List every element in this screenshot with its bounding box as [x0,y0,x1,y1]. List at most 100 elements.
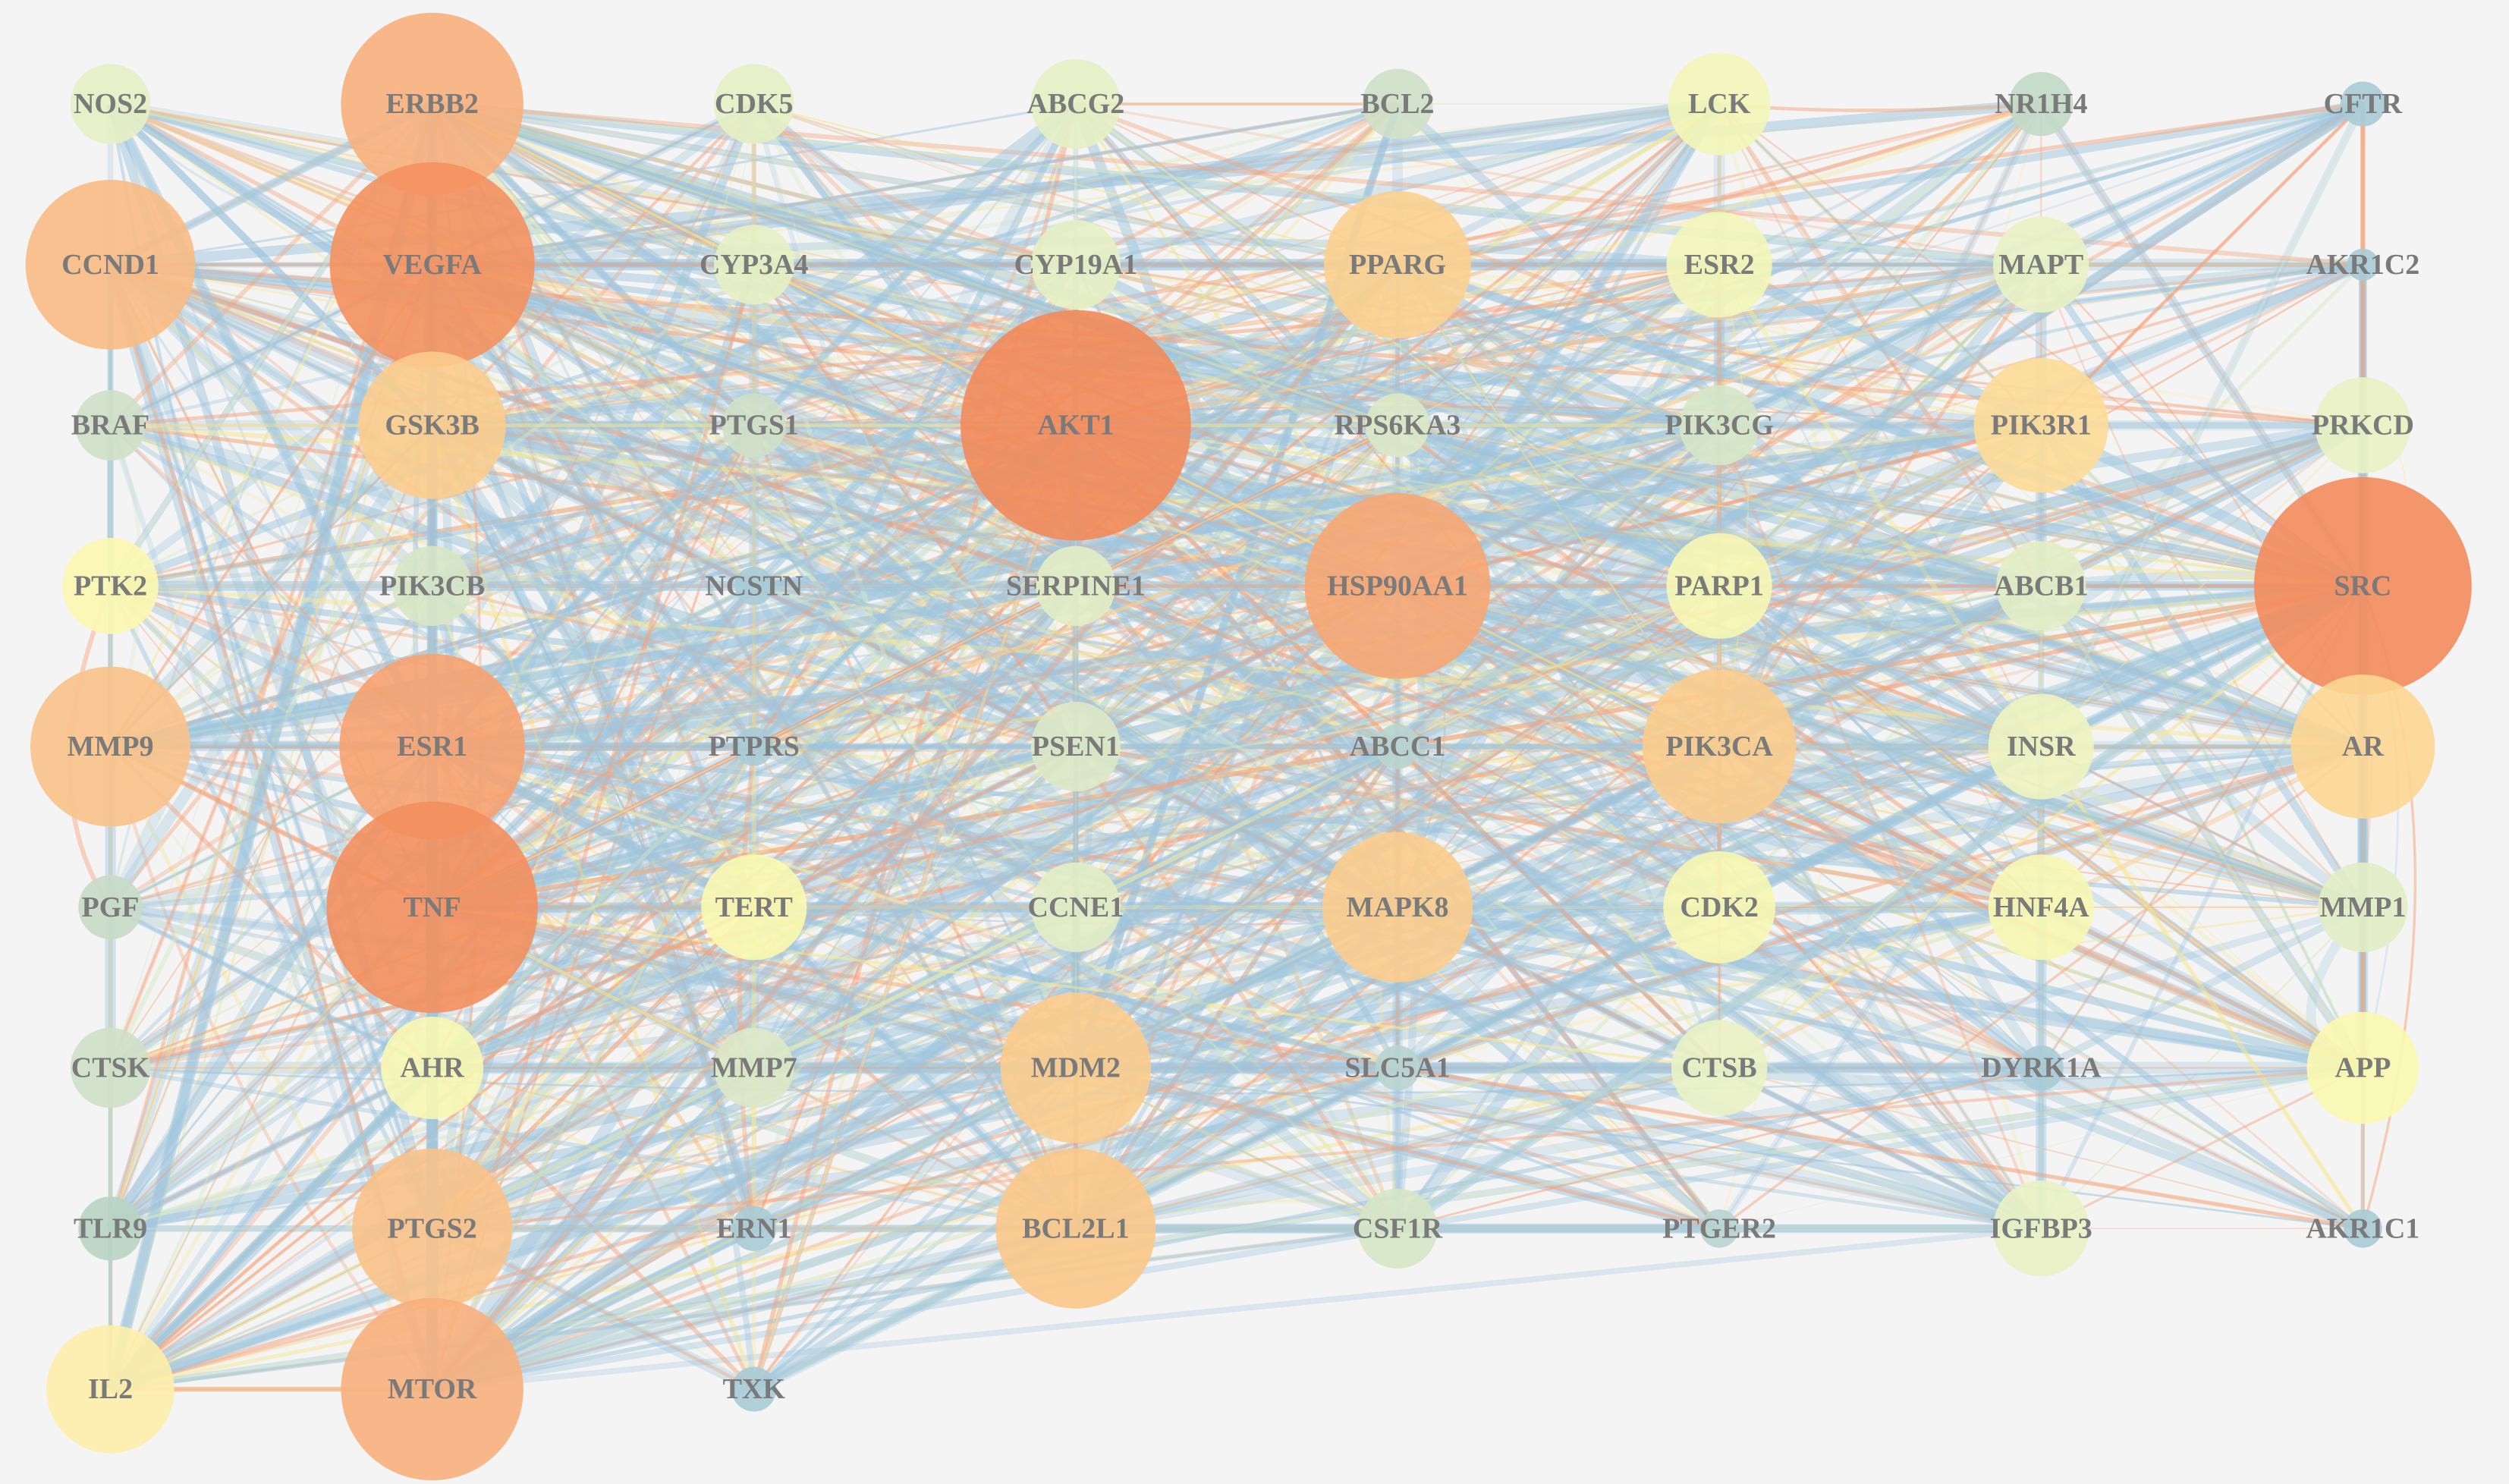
node-label: PIK3R1 [1991,410,2092,442]
node-label: TLR9 [74,1212,147,1244]
edge [1075,424,2363,587]
node-label: BCL2L1 [1022,1212,1129,1244]
edge [107,99,1401,912]
edge [432,102,1398,267]
edge [110,1227,1398,1391]
node-label: NR1H4 [1995,88,2087,120]
node [1036,545,1116,627]
edge [108,746,434,1391]
node-label: TNF [404,891,461,923]
edge [1075,263,2363,427]
node-label: SRC [2334,570,2391,602]
node-label: PSEN1 [1032,731,1120,762]
edge [430,102,1078,909]
edge [106,260,757,752]
edge [432,1225,2042,1392]
node-label: CCND1 [61,249,159,281]
edge [1718,1067,2363,1230]
node [714,225,794,305]
node [70,64,151,144]
edge [430,102,1721,1231]
edge [432,263,1398,908]
edge [110,905,1398,1070]
edge [753,423,2364,910]
node [714,64,794,144]
edge [1396,261,2364,590]
edge [1718,101,2364,267]
node-label: ERN1 [716,1212,791,1244]
edge [430,425,756,1390]
edge [432,905,2042,1231]
node-label: MAPK8 [1346,891,1448,923]
edge [109,263,1720,749]
node-label: ABCB1 [1994,570,2089,602]
node-label: BRAF [71,410,149,442]
edge [432,103,2363,587]
node [1973,357,2108,493]
node [2344,1209,2382,1248]
node-label: AKR1C2 [2306,249,2419,281]
node [30,666,190,827]
edge [432,103,1398,587]
node [1000,992,1152,1143]
edge [432,1066,2363,1231]
node-label: ERBB2 [385,88,478,120]
node-label: CTSK [71,1052,150,1084]
node [1666,533,1772,639]
node [1642,669,1797,824]
node [1365,393,1430,457]
edge [110,1065,1077,1231]
edge [752,740,2043,1234]
edge [432,1226,1077,1391]
node-label: SERPINE1 [1006,570,1146,602]
node [1671,1020,1768,1116]
node-label: AKT1 [1037,410,1114,442]
edge [1718,741,2364,913]
node [2306,1011,2419,1124]
edge [1397,103,2363,1069]
node [2009,71,2074,137]
node-label: MAPT [1998,249,2083,281]
edge [432,746,2042,1069]
edge [1395,261,2365,750]
edge [431,263,1399,1230]
node [2318,862,2408,952]
node [70,1027,151,1108]
edge [1397,423,2042,588]
edge [427,101,1081,1231]
edge [1395,259,2365,591]
edge [1074,1063,2042,1234]
node-label: LCK [1688,88,1751,120]
edge [429,102,1400,1071]
node [1988,854,2094,961]
node [1362,68,1433,140]
node [1375,1045,1420,1091]
node [995,1148,1156,1309]
node [1992,216,2089,313]
node-label: NOS2 [74,88,147,120]
node-label: IGFBP3 [1990,1212,2092,1244]
edge [1075,424,2042,587]
edge [1718,745,2363,909]
node [701,854,807,961]
edge [432,424,1720,908]
node-label: PIK3CG [1665,410,1774,442]
edge [431,102,1399,588]
node [25,180,196,350]
edge [1718,585,2364,1069]
node [2340,81,2385,127]
edge [1075,263,1720,426]
node-label: AHR [400,1052,464,1084]
node [1322,832,1473,983]
edge [108,584,435,1230]
edge [1396,584,2364,1071]
edge [431,744,1077,1231]
node-label: PARP1 [1674,570,1764,602]
edge [431,580,1721,753]
edge [432,584,1398,909]
node [78,875,143,939]
edge [110,904,1398,1071]
edge [1397,1066,2363,1231]
edge [430,745,756,1391]
node-label: AKR1C1 [2306,1212,2419,1244]
